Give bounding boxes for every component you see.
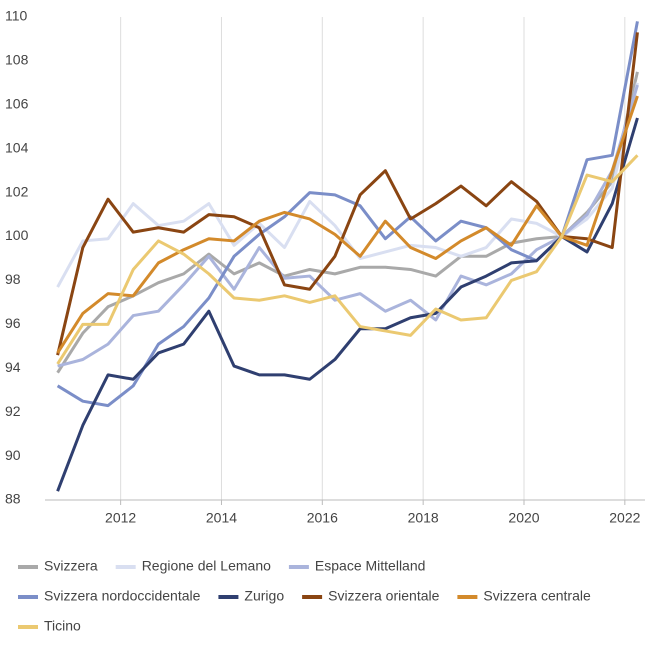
y-tick-label: 98 — [5, 271, 21, 287]
x-tick-label: 2016 — [307, 510, 338, 526]
x-tick-label: 2020 — [508, 510, 539, 526]
series-line — [56, 82, 639, 288]
legend-label: Svizzera orientale — [328, 588, 439, 604]
y-tick-label: 96 — [5, 315, 21, 331]
x-tick-label: 2018 — [408, 510, 439, 526]
series-line — [56, 154, 639, 365]
y-tick-label: 92 — [5, 403, 21, 419]
x-tick-label: 2012 — [105, 510, 136, 526]
legend-label: Svizzera — [44, 558, 98, 574]
legend-label: Espace Mittelland — [315, 558, 426, 574]
y-tick-label: 100 — [5, 227, 29, 243]
x-tick-label: 2014 — [206, 510, 237, 526]
series-line — [56, 71, 639, 374]
y-tick-label: 102 — [5, 183, 29, 199]
x-tick-label: 2022 — [609, 510, 640, 526]
series-line — [57, 84, 639, 368]
legend-label: Regione del Lemano — [142, 558, 271, 574]
series-line — [56, 117, 639, 492]
legend-label: Zurigo — [244, 588, 284, 604]
y-tick-label: 106 — [5, 96, 29, 112]
legend-label: Svizzera centrale — [483, 588, 591, 604]
y-tick-label: 104 — [5, 139, 29, 155]
y-tick-label: 108 — [5, 52, 29, 68]
y-tick-label: 110 — [5, 8, 28, 24]
y-tick-label: 94 — [5, 359, 21, 375]
legend-label: Ticino — [44, 618, 81, 634]
series-line — [56, 32, 639, 356]
series-line — [56, 95, 639, 354]
y-tick-label: 90 — [5, 447, 21, 463]
y-tick-label: 88 — [5, 491, 21, 507]
legend-label: Svizzera nordoccidentale — [44, 588, 201, 604]
